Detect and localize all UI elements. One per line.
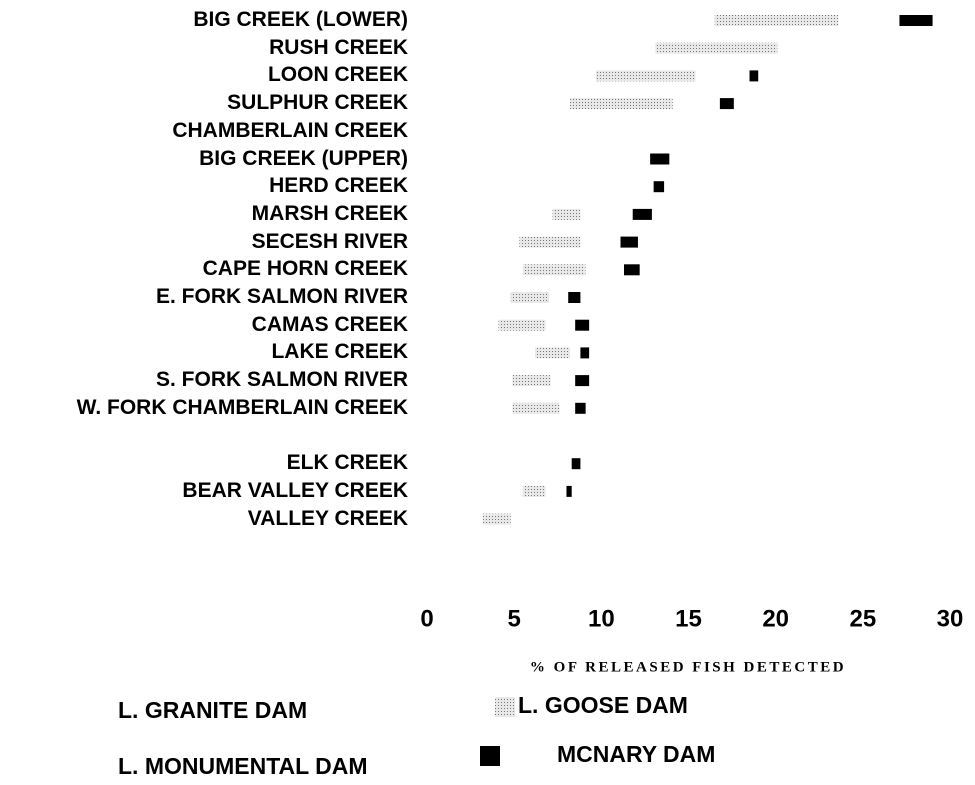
bar-segment — [549, 292, 569, 303]
y-tick-label: ELK CREEK — [286, 451, 408, 475]
bar-segment — [585, 264, 624, 276]
bar-segment — [719, 98, 734, 110]
legend-label: L. GOOSE DAM — [518, 692, 688, 718]
y-tick-label: CAMAS CREEK — [251, 312, 408, 336]
bar-segment — [427, 42, 656, 54]
x-tick-label: 10 — [588, 605, 615, 632]
bar-segment — [580, 347, 590, 359]
bar-segment — [427, 181, 654, 193]
bar-segment — [427, 347, 536, 359]
bar-segment — [571, 458, 581, 470]
bar-segment — [535, 347, 570, 359]
bar-segment — [427, 15, 715, 26]
y-tick-label: SULPHUR CREEK — [227, 91, 408, 115]
bar-segment — [427, 70, 597, 82]
y-tick-label: E. FORK SALMON RIVER — [155, 285, 408, 308]
legend-label: L. MONUMENTAL DAM — [118, 753, 368, 779]
bar-segment — [568, 292, 581, 303]
bar-segment — [427, 485, 523, 497]
bar-segment — [655, 42, 778, 54]
bar-segment — [427, 153, 651, 165]
bar-segment — [427, 236, 520, 248]
legend-swatch — [480, 746, 500, 766]
y-tick-label: BIG CREEK (UPPER) — [199, 146, 408, 170]
y-tick-label: LOON CREEK — [267, 63, 408, 87]
bar-segment — [427, 402, 513, 414]
bar-segment — [899, 15, 933, 26]
bar-segment — [672, 98, 720, 110]
y-tick-label: VALLEY CREEK — [247, 506, 408, 530]
bar-segment — [580, 208, 633, 220]
bar-segment — [427, 208, 553, 220]
y-tick-label: W. FORK CHAMBERLAIN CREEK — [76, 395, 408, 419]
legend-label: MCNARY DAM — [557, 741, 715, 767]
bar-segment — [714, 15, 839, 26]
y-tick-label: MARSH CREEK — [251, 201, 408, 225]
bar-segment — [552, 208, 581, 220]
bar-segment — [498, 319, 546, 331]
bar-segment — [575, 402, 586, 414]
bar-segment — [545, 485, 567, 497]
y-tick-label: RUSH CREEK — [269, 35, 408, 59]
bar-segment — [512, 375, 551, 387]
y-tick-label: BIG CREEK (LOWER) — [193, 8, 408, 31]
bar-segment — [550, 375, 576, 387]
bar-segment — [427, 292, 511, 303]
x-tick-label: 5 — [507, 605, 520, 632]
bar-segment — [427, 264, 523, 276]
x-axis-label: % OF RELEASED FISH DETECTED — [530, 659, 846, 675]
y-tick-label: CHAMBERLAIN CREEK — [172, 118, 408, 142]
bar-segment — [620, 236, 638, 248]
x-tick-label: 0 — [420, 605, 433, 632]
bar-segment — [575, 319, 590, 331]
bar-segment — [838, 15, 900, 26]
y-tick-label: LAKE CREEK — [271, 340, 408, 364]
bar-segment — [695, 70, 750, 82]
bar-segment — [650, 153, 670, 165]
bar-segment — [596, 70, 696, 82]
y-tick-label: CAPE HORN CREEK — [202, 257, 408, 281]
y-tick-label: HERD CREEK — [269, 174, 408, 198]
bar-segment — [519, 236, 581, 248]
bar-segment — [545, 319, 576, 331]
x-tick-label: 25 — [849, 605, 876, 632]
bar-segment — [427, 375, 513, 387]
legend-swatch — [495, 697, 515, 717]
y-tick-label: S. FORK SALMON RIVER — [155, 368, 408, 392]
bar-segment — [575, 375, 590, 387]
legend-label: L. GRANITE DAM — [118, 697, 307, 723]
bar-segment — [522, 264, 586, 276]
bar-segment — [569, 347, 581, 359]
x-tick-label: 20 — [762, 605, 789, 632]
bar-segment — [580, 236, 621, 248]
bar-segment — [427, 513, 483, 525]
x-tick-label: 15 — [675, 605, 702, 632]
bar-segment — [427, 319, 499, 331]
bar-segment — [569, 98, 673, 110]
bar-segment — [559, 402, 576, 414]
y-tick-label: BEAR VALLEY CREEK — [182, 478, 408, 502]
bar-segment — [427, 98, 570, 110]
bar-segment — [623, 264, 640, 276]
bar-segment — [749, 70, 759, 82]
bar-segment — [510, 292, 550, 303]
y-tick-label: SECESH RIVER — [251, 229, 408, 253]
bar-segment — [632, 208, 652, 220]
bar-segment — [522, 485, 546, 497]
bar-segment — [653, 181, 665, 193]
bar-segment — [427, 458, 572, 470]
x-tick-label: 30 — [937, 605, 964, 632]
bar-segment — [512, 402, 560, 414]
bar-segment — [482, 513, 511, 525]
bar-segment — [566, 485, 572, 497]
